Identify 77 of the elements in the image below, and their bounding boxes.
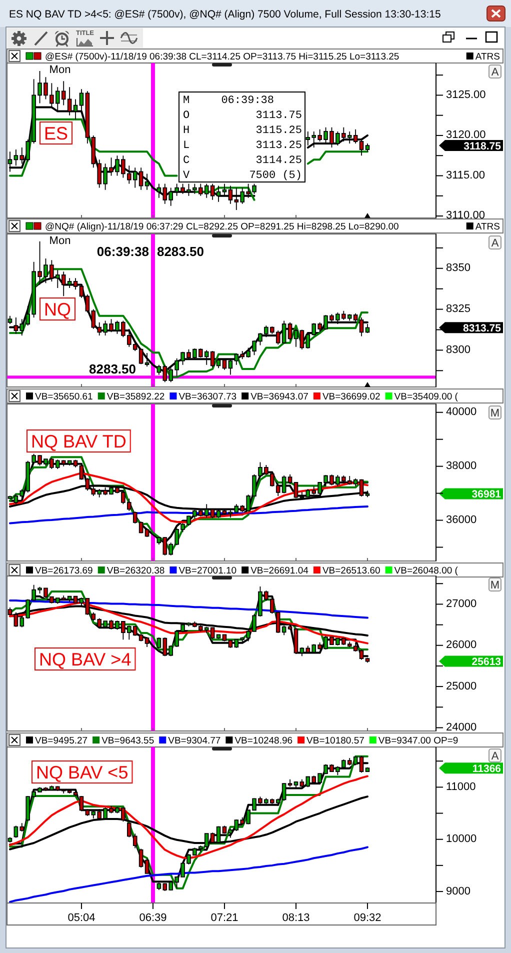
text: VB=9347.00 OP=9 xyxy=(378,736,458,746)
y-tick-label: 8300 xyxy=(446,344,470,356)
annotation: M xyxy=(183,95,190,107)
annotation: 06:39:38 xyxy=(221,95,274,107)
y-tick-label: 11000 xyxy=(446,780,476,793)
y-tick-label: 25000 xyxy=(446,680,477,692)
y-tick-label: 10000 xyxy=(446,833,477,846)
annotation: O xyxy=(183,110,190,122)
legend-label: ATRS xyxy=(475,222,500,232)
legend-label: VB=26320.38 xyxy=(106,566,165,576)
ref-line-label: 8283.50 xyxy=(89,362,136,377)
legend-label: VB=9495.27 xyxy=(35,736,88,746)
text: @NQ# (Align)-11/18/19 06:37:29 CL=8292.25 OP=8291.25 Hi=8298.25 Lo=8290.00 xyxy=(45,222,399,232)
legend-label: VB=26513.60 xyxy=(322,566,380,576)
button: A xyxy=(488,748,502,762)
legend-label: ATRS xyxy=(475,52,500,62)
annotation: Mon xyxy=(49,235,71,247)
y-tick-label: 36000 xyxy=(446,514,477,526)
button: M xyxy=(488,406,502,420)
y-tick-label: 38000 xyxy=(446,460,477,472)
legend-label: VB=10180.57 xyxy=(306,736,364,746)
legend-label: VB=36307.73 xyxy=(178,392,237,402)
annotation: 3113.25 xyxy=(256,140,302,152)
y-tick-label: 3110.00 xyxy=(446,210,485,222)
legend-label: VB=9643.55 xyxy=(102,736,154,746)
text: 8313.75 xyxy=(463,322,502,334)
x-tick-label: 08:13 xyxy=(282,912,310,924)
text: VB=35409.00 ( xyxy=(394,392,459,402)
y-tick-label: 40000 xyxy=(446,406,477,418)
annotation: 7500 (5) xyxy=(249,170,302,182)
y-tick-label: 8325 xyxy=(446,303,470,316)
annotation: VB=26048.00 ( xyxy=(394,566,459,576)
y-tick-label: 27000 xyxy=(446,598,477,610)
y-tick-label: 9000 xyxy=(446,885,470,898)
text: ES xyxy=(44,124,68,144)
legend-label: VB=26173.69 xyxy=(35,566,93,576)
annotation: 06:39:38 xyxy=(96,244,149,259)
legend-label: VB=9304.77 xyxy=(168,736,221,746)
text: NQ xyxy=(44,300,71,320)
legend-label: VB=27001.10 xyxy=(178,566,237,576)
button: A xyxy=(488,236,502,250)
text: NQ BAV <5 xyxy=(36,762,128,782)
annotation: 3115.25 xyxy=(256,125,302,137)
annotation: 3114.25 xyxy=(256,155,302,167)
text: NQ BAV TD xyxy=(31,432,126,452)
annotation: Mon xyxy=(49,64,71,76)
y-tick-label: 3120.00 xyxy=(446,129,486,142)
y-tick-label: 26000 xyxy=(446,639,477,652)
button: M xyxy=(488,578,502,592)
text: 25613 xyxy=(472,656,502,668)
y-tick-label: 8350 xyxy=(446,262,470,274)
legend-label: VB=35892.22 xyxy=(106,392,165,402)
legend-label: VB=35650.61 xyxy=(35,392,93,402)
legend-label: VB=10248.96 xyxy=(234,736,293,746)
text: 3118.75 xyxy=(464,140,502,152)
text: 11366 xyxy=(472,762,502,775)
x-tick-label: 09:32 xyxy=(354,912,382,924)
x-tick-label: 05:04 xyxy=(68,912,96,924)
annotation: L xyxy=(183,140,190,152)
text: NQ BAV >4 xyxy=(39,650,132,670)
annotation: 8283.50 xyxy=(156,244,204,259)
annotation: H xyxy=(183,125,190,137)
button: A xyxy=(488,64,502,78)
annotation: C xyxy=(183,155,190,167)
legend-label: VB=36699.02 xyxy=(322,392,380,402)
text: 36981 xyxy=(472,488,502,501)
x-tick-label: 06:39 xyxy=(139,912,167,924)
annotation: V xyxy=(183,170,190,182)
y-tick-label: 24000 xyxy=(446,721,477,734)
x-tick-label: 07:21 xyxy=(210,912,238,924)
annotation: 3113.75 xyxy=(256,110,302,122)
y-tick-label: 3115.00 xyxy=(446,169,485,182)
y-tick-label: 3125.00 xyxy=(446,88,486,101)
legend-label: VB=26691.04 xyxy=(250,566,308,576)
text: @ES# (7500v)-11/18/19 06:39:38 CL=3114.25 OP=3113.75 Hi=3115.25 Lo=3113.25 xyxy=(45,52,400,62)
legend-label: VB=36943.07 xyxy=(250,392,308,402)
text: ES NQ BAV TD >4<5: @ES# (7500v), @NQ# (Align) 7500 Volume, Full Session 13:30-13:15 xyxy=(9,8,441,20)
